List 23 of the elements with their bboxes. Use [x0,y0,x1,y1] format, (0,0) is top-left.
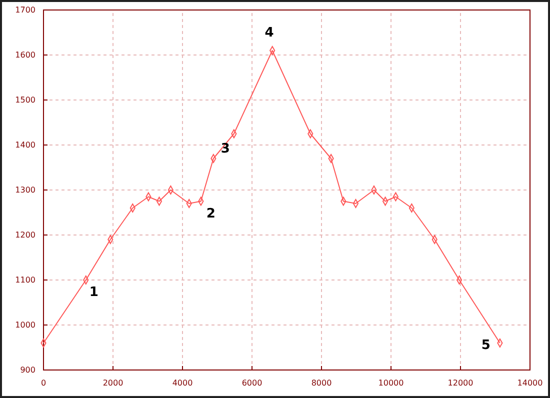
y-tick-label: 1200 [15,230,36,240]
x-tick-label: 14000 [517,378,543,388]
x-tick-label: 6000 [242,378,262,388]
annotation: 5 [481,338,490,353]
x-tick-label: 8000 [311,378,332,388]
y-tick-label: 900 [20,366,36,375]
x-tick-label: 12000 [448,378,474,388]
y-tick-label: 1100 [15,276,36,285]
annotation: 3 [220,142,230,156]
annotation: 1 [89,285,98,300]
y-tick-label: 1500 [15,96,36,105]
x-tick-label: 4000 [172,378,193,388]
y-tick-label: 1600 [15,50,36,60]
y-tick-label: 1000 [15,320,36,330]
y-tick-label: 1300 [15,186,36,195]
annotation: 4 [264,26,274,40]
y-tick-label: 1700 [15,6,36,15]
point [352,199,359,208]
x-tick-label: 0 [40,378,46,388]
y-tick-label: 1400 [15,140,36,150]
annotation: 2 [206,206,216,222]
x-tick-label: 10000 [378,378,404,388]
x-tick-label: 2000 [102,378,124,388]
